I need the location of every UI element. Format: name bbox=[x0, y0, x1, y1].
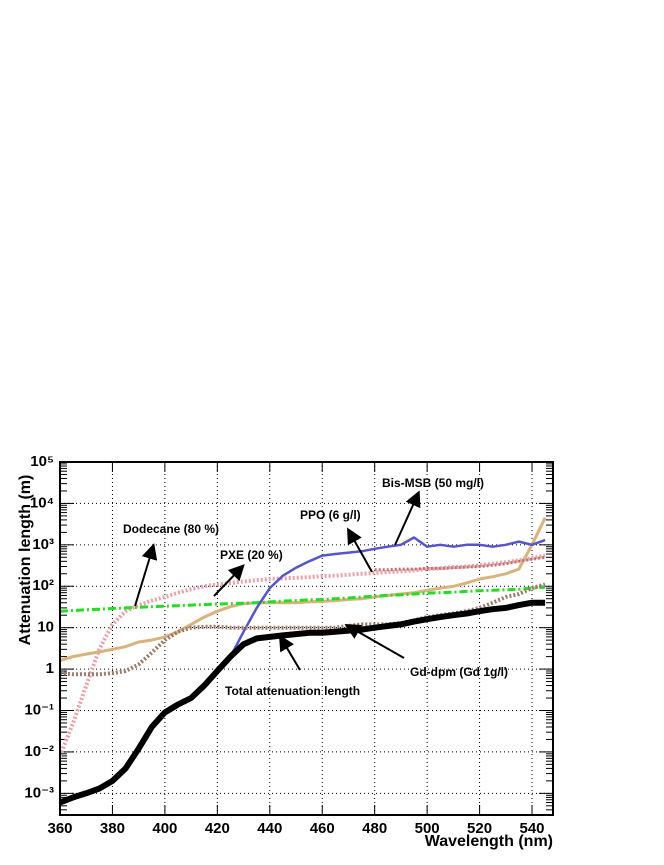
y-tick-label: 1 bbox=[46, 660, 54, 677]
y-tick-label: 10⁻¹ bbox=[24, 701, 54, 718]
y-tick-label: 10 bbox=[37, 619, 54, 636]
series-line bbox=[60, 517, 547, 663]
annotation: Total attenuation length bbox=[225, 684, 360, 698]
x-tick-label: 440 bbox=[257, 820, 282, 837]
annotation: PPO (6 g/l) bbox=[300, 508, 361, 522]
annotation: Dodecane (80 %) bbox=[123, 522, 219, 536]
y-tick-label: 10³ bbox=[32, 536, 54, 553]
x-tick-label: 540 bbox=[520, 820, 545, 837]
annotation-arrow bbox=[394, 490, 421, 546]
series-line bbox=[60, 582, 546, 677]
x-tick-label: 460 bbox=[310, 820, 335, 837]
series-line bbox=[374, 555, 546, 572]
x-tick-label: 420 bbox=[205, 820, 230, 837]
annotation-arrow bbox=[344, 624, 405, 659]
annotation: Gd-dpm (Gd 1g/l) bbox=[410, 665, 508, 679]
series-line bbox=[60, 599, 546, 806]
series-line bbox=[60, 585, 546, 613]
x-axis-title: Wavelength (nm) bbox=[425, 833, 553, 850]
annotation-arrow bbox=[134, 543, 158, 607]
x-tick-label: 480 bbox=[362, 820, 387, 837]
x-tick-label: 520 bbox=[467, 820, 492, 837]
y-tick-label: 10⁻² bbox=[24, 743, 54, 760]
annotation-arrow bbox=[213, 564, 245, 597]
annotation: PXE (20 %) bbox=[220, 548, 283, 562]
plot-lines bbox=[60, 517, 547, 806]
x-tick-label: 500 bbox=[415, 820, 440, 837]
plot-frame bbox=[59, 461, 554, 816]
annotation-arrow bbox=[347, 527, 373, 573]
series-line bbox=[60, 553, 546, 757]
x-tick-label: 380 bbox=[100, 820, 125, 837]
y-tick-label: 10⁵ bbox=[30, 453, 54, 470]
y-tick-label: 10⁴ bbox=[30, 494, 54, 511]
y-tick-label: 10² bbox=[32, 577, 54, 594]
annotation: Bis-MSB (50 mg/l) bbox=[382, 476, 484, 490]
x-tick-label: 400 bbox=[152, 820, 177, 837]
annotation-arrow bbox=[278, 634, 301, 671]
series-line bbox=[216, 536, 546, 672]
y-tick-label: 10⁻³ bbox=[24, 784, 54, 801]
x-tick-label: 360 bbox=[47, 820, 72, 837]
y-axis-title: Attenuation length (m) bbox=[17, 475, 34, 646]
